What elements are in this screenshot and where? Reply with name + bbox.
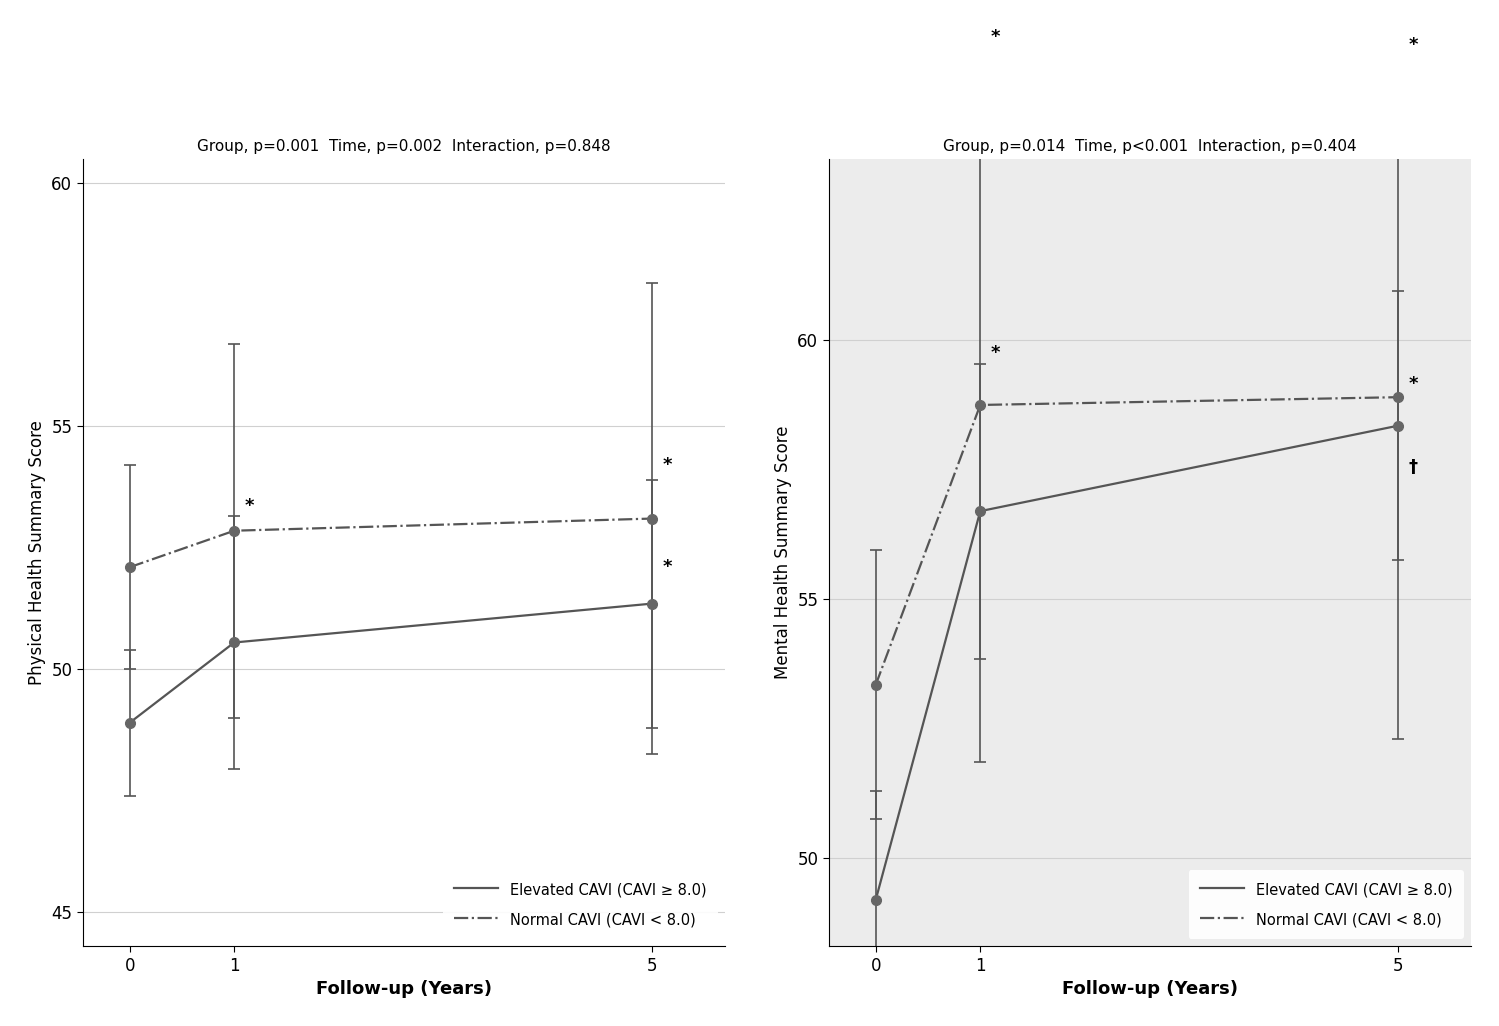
Text: †: †: [1409, 459, 1418, 476]
Legend: Elevated CAVI (CAVI ≥ 8.0), Normal CAVI (CAVI < 8.0): Elevated CAVI (CAVI ≥ 8.0), Normal CAVI …: [1189, 870, 1465, 939]
Title: Group, p=0.001  Time, p=0.002  Interaction, p=0.848: Group, p=0.001 Time, p=0.002 Interaction…: [198, 139, 610, 154]
X-axis label: Follow-up (Years): Follow-up (Years): [1061, 980, 1238, 998]
Text: *: *: [244, 498, 255, 515]
Text: *: *: [991, 28, 1000, 46]
Text: *: *: [663, 558, 672, 577]
Y-axis label: Physical Health Summary Score: Physical Health Summary Score: [28, 421, 46, 685]
Title: Group, p=0.014  Time, p<0.001  Interaction, p=0.404: Group, p=0.014 Time, p<0.001 Interaction…: [943, 139, 1357, 154]
Text: *: *: [663, 457, 672, 474]
X-axis label: Follow-up (Years): Follow-up (Years): [316, 980, 492, 998]
Legend: Elevated CAVI (CAVI ≥ 8.0), Normal CAVI (CAVI < 8.0): Elevated CAVI (CAVI ≥ 8.0), Normal CAVI …: [442, 870, 718, 939]
Y-axis label: Mental Health Summary Score: Mental Health Summary Score: [773, 426, 791, 679]
Text: *: *: [991, 344, 1000, 362]
Text: *: *: [1409, 376, 1418, 393]
Text: *: *: [1409, 36, 1418, 54]
